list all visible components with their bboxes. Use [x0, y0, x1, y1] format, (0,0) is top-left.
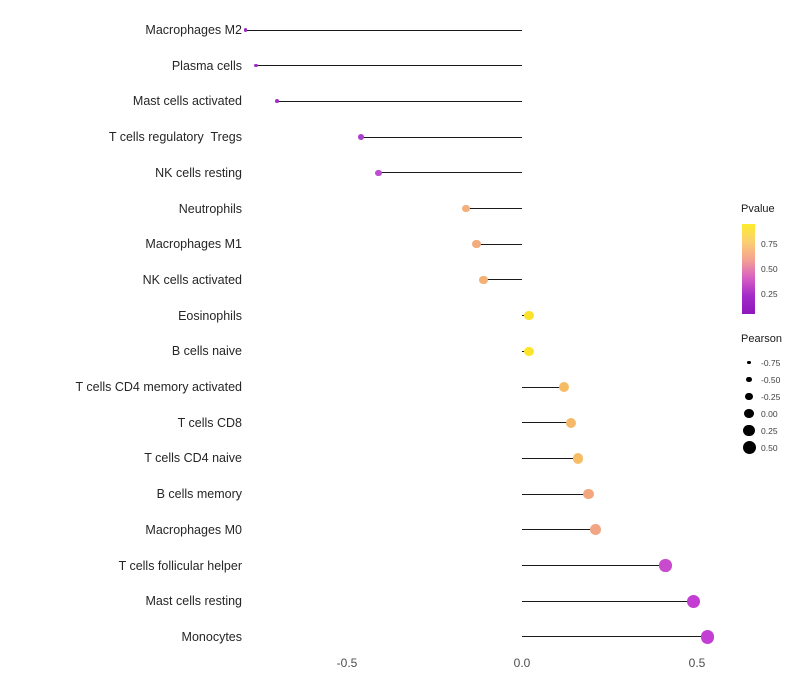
- pearson-size-dot-box: [741, 408, 757, 419]
- pearson-size-entries: -0.75 -0.50 -0.25 0.00 0.25 0.50: [741, 354, 800, 456]
- stem: [483, 279, 522, 281]
- pearson-size-dot: [745, 392, 753, 401]
- pearson-size-dot: [746, 376, 752, 383]
- pearson-size-dot: [744, 408, 754, 419]
- pvalue-legend: Pvalue 0.75 0.50 0.25: [741, 203, 800, 319]
- category-label: Eosinophils: [178, 308, 242, 323]
- pearson-size-label: 0.50: [761, 442, 778, 453]
- pvalue-legend-title: Pvalue: [741, 203, 775, 215]
- pvalue-tick-label: 0.75: [761, 238, 778, 249]
- data-point: [243, 28, 248, 32]
- data-point: [700, 630, 715, 644]
- pearson-size-label: 0.00: [761, 408, 778, 419]
- pearson-size-dot-box: [741, 360, 757, 365]
- data-point: [659, 559, 672, 572]
- pearson-size-dot-box: [741, 424, 757, 437]
- stem: [361, 136, 522, 138]
- pearson-size-entry: -0.75: [741, 354, 800, 371]
- stem: [522, 386, 564, 388]
- category-label: T cells follicular helper: [118, 558, 242, 573]
- data-point: [375, 169, 382, 176]
- data-point: [572, 453, 584, 464]
- legend: Pvalue 0.75 0.50 0.25 Pearson -0.75 -0.50 -0…: [741, 203, 800, 456]
- stem: [466, 208, 522, 209]
- stem: [378, 172, 522, 174]
- stem: [522, 422, 571, 424]
- data-point: [472, 240, 481, 249]
- data-point: [524, 310, 534, 321]
- x-tick-label: 0.5: [688, 656, 706, 670]
- pearson-size-entry: -0.50: [741, 371, 800, 388]
- pearson-size-dot: [742, 441, 756, 454]
- data-point: [358, 134, 364, 140]
- pearson-size-entry: 0.25: [741, 422, 800, 439]
- pvalue-gradient: 0.75 0.50 0.25: [741, 224, 800, 319]
- category-label: NK cells activated: [142, 272, 242, 287]
- stem: [522, 493, 589, 495]
- stem: [245, 29, 522, 31]
- pearson-size-label: -0.75: [761, 357, 781, 368]
- x-tick-label: -0.5: [336, 656, 358, 670]
- pvalue-tick-label: 0.50: [761, 263, 778, 274]
- category-label: Plasma cells: [171, 58, 242, 73]
- stem: [476, 243, 522, 245]
- pearson-size-label: -0.50: [761, 374, 781, 385]
- stem: [256, 65, 522, 67]
- data-point: [590, 524, 601, 536]
- stem: [522, 565, 666, 566]
- stem: [522, 529, 596, 531]
- stem: [522, 457, 578, 459]
- category-label: Monocytes: [181, 629, 242, 644]
- category-label: NK cells resting: [155, 165, 242, 180]
- data-point: [524, 346, 534, 356]
- data-point: [687, 594, 700, 608]
- pearson-size-entry: 0.50: [741, 439, 800, 456]
- data-point: [254, 63, 258, 68]
- category-label: T cells CD8: [177, 415, 242, 430]
- stem: [277, 100, 522, 102]
- category-label: Mast cells resting: [145, 594, 242, 609]
- category-label: Macrophages M0: [145, 522, 242, 537]
- data-point: [479, 275, 488, 285]
- stem: [522, 636, 708, 638]
- pearson-size-entry: -0.25: [741, 388, 800, 405]
- category-label: Macrophages M1: [145, 237, 242, 252]
- pearson-size-label: -0.25: [761, 391, 781, 402]
- pearson-size-dot-box: [741, 392, 757, 401]
- pearson-size-dot: [743, 424, 755, 437]
- category-label: T cells CD4 naive: [144, 451, 242, 466]
- pvalue-gradient-bar: [742, 224, 755, 314]
- data-point: [275, 99, 279, 104]
- data-point: [462, 204, 470, 213]
- category-label: B cells memory: [156, 487, 242, 502]
- data-point: [558, 381, 570, 393]
- data-point: [583, 488, 594, 500]
- pearson-size-dot-box: [741, 441, 757, 454]
- category-label: Macrophages M2: [145, 23, 242, 37]
- category-label: T cells regulatory Tregs: [108, 130, 242, 145]
- pearson-legend: Pearson -0.75 -0.50 -0.25 0.00 0.25 0.50: [741, 333, 800, 456]
- stem: [522, 600, 694, 602]
- pearson-size-label: 0.25: [761, 425, 778, 436]
- pearson-size-entry: 0.00: [741, 405, 800, 422]
- pearson-size-dot-box: [741, 376, 757, 383]
- pvalue-tick-label: 0.25: [761, 288, 778, 299]
- category-label: Mast cells activated: [132, 94, 242, 109]
- pearson-legend-title: Pearson: [741, 333, 782, 345]
- data-point: [565, 417, 577, 428]
- category-label: B cells naive: [171, 344, 242, 359]
- x-tick-label: 0.0: [513, 656, 531, 670]
- plot-area: Macrophages M2 Plasma cells Mast cells act…: [75, 23, 715, 644]
- pearson-size-dot: [747, 360, 751, 365]
- category-label: T cells CD4 memory activated: [75, 380, 243, 394]
- category-label: Neutrophils: [178, 201, 242, 216]
